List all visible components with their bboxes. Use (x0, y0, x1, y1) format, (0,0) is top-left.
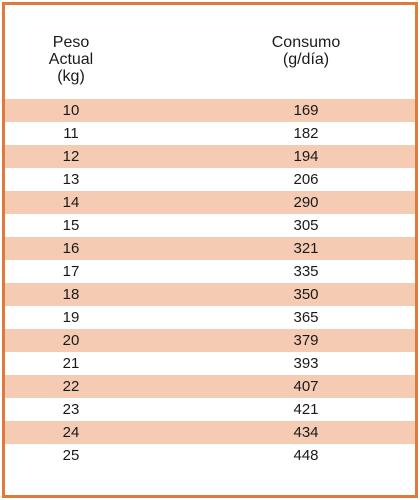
table-row: 25 448 (5, 444, 415, 467)
weight-cell: 19 (62, 309, 80, 326)
table-row: 10 169 (5, 99, 415, 122)
weight-cell: 11 (63, 125, 79, 142)
weight-cell: 18 (62, 286, 80, 303)
weight-cell: 14 (62, 194, 80, 211)
table-row: 15 305 (5, 214, 415, 237)
table-row: 11 182 (5, 122, 415, 145)
intake-cell: 434 (293, 424, 319, 441)
table-body: 10 169 11 182 12 194 13 206 14 290 15 30… (5, 99, 415, 467)
weight-cell: 16 (62, 240, 80, 257)
intake-cell: 194 (293, 148, 319, 165)
weight-cell: 23 (62, 401, 80, 418)
weight-cell: 13 (62, 171, 80, 188)
table-row: 22 407 (5, 375, 415, 398)
weight-cell: 22 (62, 378, 80, 395)
table-row: 21 393 (5, 352, 415, 375)
intake-cell: 407 (293, 378, 319, 395)
weight-cell: 25 (62, 447, 80, 464)
weight-cell: 17 (62, 263, 80, 280)
intake-cell: 169 (293, 102, 319, 119)
header-weight-line: (kg) (57, 68, 85, 85)
table-row: 20 379 (5, 329, 415, 352)
intake-cell: 421 (293, 401, 319, 418)
header-intake-line: Consumo (271, 34, 341, 51)
intake-cell: 182 (293, 125, 319, 142)
table-row: 19 365 (5, 306, 415, 329)
intake-cell: 206 (293, 171, 319, 188)
table-row: 23 421 (5, 398, 415, 421)
weight-cell: 12 (62, 148, 80, 165)
header-intake-line: (g/día) (282, 51, 330, 68)
weight-cell: 15 (62, 217, 80, 234)
intake-cell: 305 (293, 217, 319, 234)
weight-cell: 20 (62, 332, 80, 349)
intake-cell: 290 (293, 194, 319, 211)
table-row: 24 434 (5, 421, 415, 444)
table-header: Peso Actual (kg) Consumo (g/día) (5, 5, 415, 99)
header-weight-line: Actual (48, 51, 94, 68)
intake-cell: 335 (293, 263, 319, 280)
table-row: 13 206 (5, 168, 415, 191)
weight-cell: 21 (62, 355, 80, 372)
header-weight-line: Peso (52, 34, 90, 51)
table-row: 16 321 (5, 237, 415, 260)
table-row: 14 290 (5, 191, 415, 214)
intake-cell: 393 (293, 355, 319, 372)
weight-cell: 24 (62, 424, 80, 441)
intake-cell: 379 (293, 332, 319, 349)
intake-cell: 365 (293, 309, 319, 326)
table-row: 18 350 (5, 283, 415, 306)
intake-cell: 448 (293, 447, 319, 464)
weight-cell: 10 (62, 102, 80, 119)
table-row: 12 194 (5, 145, 415, 168)
intake-cell: 350 (293, 286, 319, 303)
intake-cell: 321 (293, 240, 319, 257)
header-weight: Peso Actual (kg) (27, 34, 115, 85)
header-intake: Consumo (g/día) (229, 34, 383, 68)
table-row: 17 335 (5, 260, 415, 283)
